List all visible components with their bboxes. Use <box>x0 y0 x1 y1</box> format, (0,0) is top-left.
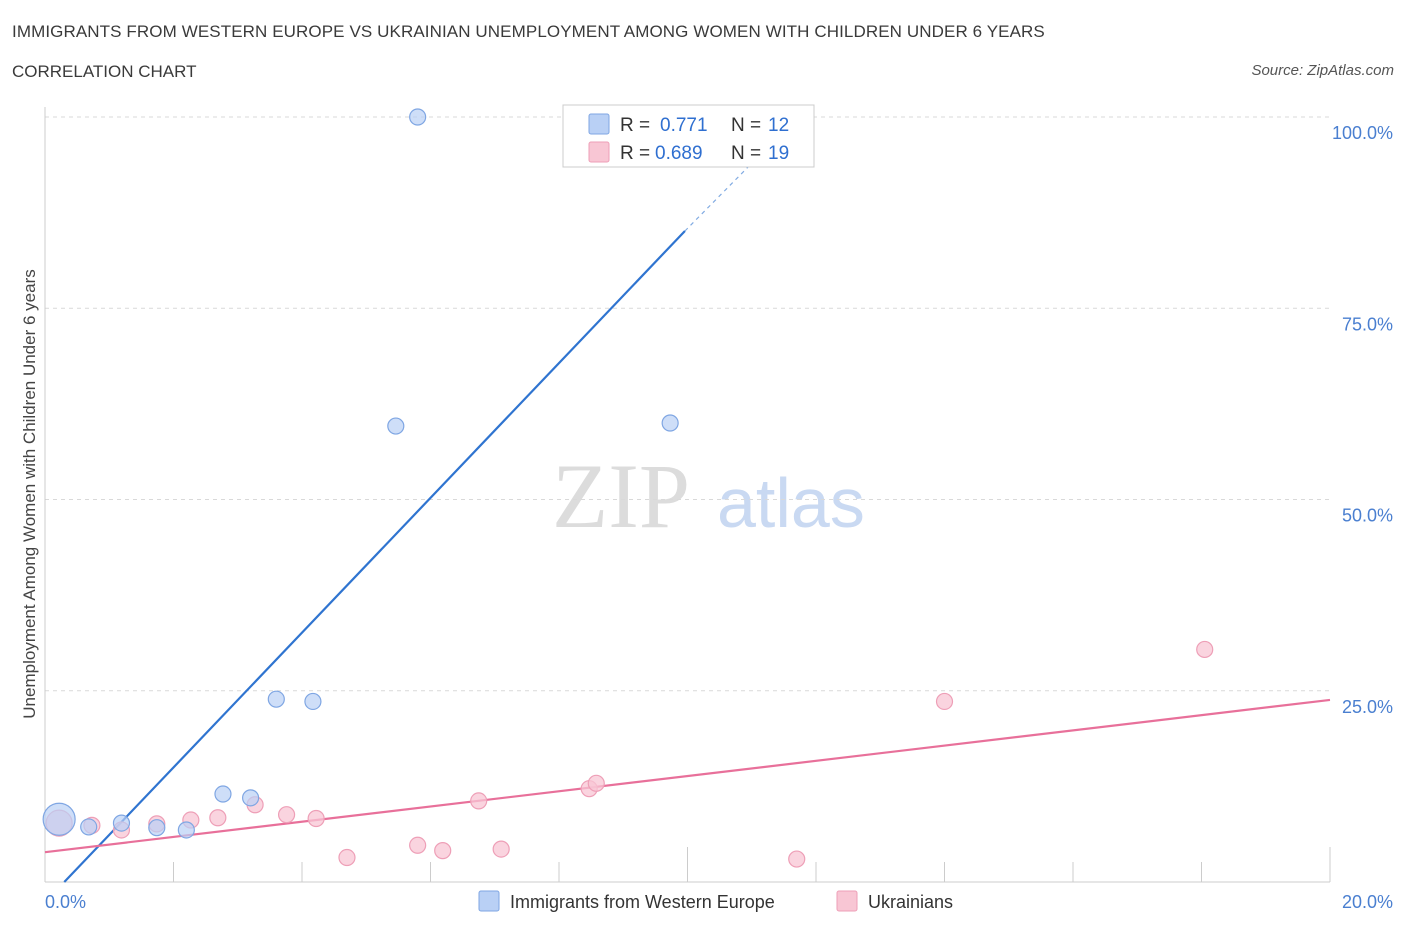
legend-n-label-pink: N = <box>731 143 761 164</box>
legend-r-value-blue: 0.771 <box>660 115 708 136</box>
watermark-atlas: atlas <box>717 464 865 542</box>
point-immigrants <box>661 414 679 432</box>
point-immigrants <box>148 819 166 837</box>
point-ukrainians <box>338 848 356 867</box>
point-ukrainians <box>1196 640 1214 659</box>
point-immigrants <box>409 108 427 126</box>
legend-r-label-pink: R = <box>620 143 650 164</box>
x-tick-label: 20.0% <box>1342 892 1393 912</box>
y-tick-label: 25.0% <box>1342 697 1393 717</box>
point-ukrainians <box>492 840 510 858</box>
y-tick-label: 50.0% <box>1342 506 1393 526</box>
point-immigrants <box>177 821 195 839</box>
point-ukrainians <box>409 836 427 854</box>
series-legend-swatch-pink <box>836 890 858 912</box>
series-legend-swatch-blue <box>478 890 500 912</box>
point-ukrainians <box>935 692 954 711</box>
trendline-immigrants-extension <box>684 156 759 232</box>
legend-n-value-blue: 12 <box>768 115 789 136</box>
stats-legend: R = 0.771 N = 12 R = 0.689 N = 19 <box>562 104 815 168</box>
point-ukrainians <box>434 842 452 860</box>
source-label: Source: ZipAtlas.com <box>1251 62 1394 79</box>
chart-subtitle: CORRELATION CHART <box>12 62 197 81</box>
trendline-ukrainians <box>44 698 1331 854</box>
series-legend-label-blue: Immigrants from Western Europe <box>510 892 775 912</box>
points-layer <box>42 108 1214 868</box>
point-immigrants <box>214 785 232 803</box>
point-immigrants <box>42 802 76 836</box>
legend-swatch-blue <box>588 113 610 135</box>
grid-layer <box>45 116 1330 692</box>
point-immigrants <box>387 417 405 435</box>
point-ukrainians <box>470 792 488 810</box>
y-tick-label: 100.0% <box>1332 123 1393 143</box>
watermark-zip: ZIP <box>552 445 690 547</box>
point-ukrainians <box>587 774 605 792</box>
series-legend-label-pink: Ukrainians <box>868 892 953 912</box>
legend-n-value-pink: 19 <box>768 143 789 164</box>
series-legend: Immigrants from Western Europe Ukrainian… <box>478 890 953 912</box>
legend-r-label-blue: R = <box>620 115 650 136</box>
trend-layer <box>44 156 1331 883</box>
point-ukrainians <box>307 809 325 828</box>
x-tick-label: 0.0% <box>45 892 86 912</box>
point-ukrainians <box>277 806 296 824</box>
chart-title: IMMIGRANTS FROM WESTERN EUROPE VS UKRAIN… <box>12 22 1045 41</box>
legend-swatch-pink <box>588 141 610 163</box>
point-immigrants <box>267 690 285 708</box>
y-axis-label: Unemployment Among Women with Children U… <box>20 269 39 718</box>
point-immigrants <box>242 789 260 807</box>
legend-n-label-blue: N = <box>731 115 761 136</box>
legend-r-value-pink: 0.689 <box>655 143 703 164</box>
point-immigrants <box>80 818 98 836</box>
point-ukrainians <box>209 809 227 827</box>
point-immigrants <box>112 814 131 832</box>
trendline-immigrants <box>63 230 686 883</box>
axes-layer: 25.0% 50.0% 75.0% 100.0% 0.0% 20.0% <box>44 107 1393 912</box>
point-ukrainians <box>788 850 806 868</box>
y-tick-label: 75.0% <box>1342 314 1393 334</box>
point-immigrants <box>304 692 322 711</box>
